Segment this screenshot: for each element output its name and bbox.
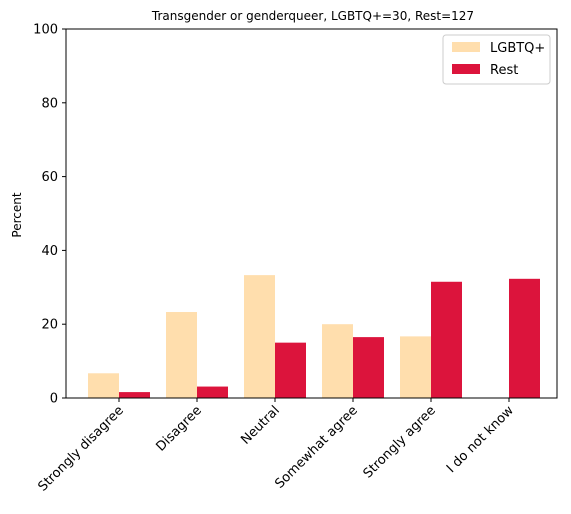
- bar-rest-3: [353, 337, 384, 398]
- bars-group: [88, 275, 540, 398]
- bar-rest-5: [509, 278, 540, 398]
- y-axis-ticks: 0 20 40 60 80 100: [33, 23, 66, 407]
- bar-rest-0: [119, 392, 150, 398]
- bar-lgbtq--3: [322, 324, 353, 398]
- bar-lgbtq--1: [166, 312, 197, 398]
- bar-rest-4: [431, 281, 462, 398]
- bar-lgbtq--2: [244, 275, 275, 398]
- plot-frame: [65, 28, 558, 399]
- bar-lgbtq--0: [88, 373, 119, 398]
- y-axis-label: Percent: [10, 192, 24, 237]
- bar-rest-2: [275, 342, 306, 398]
- legend-swatch: [452, 64, 480, 74]
- legend-label: LGBTQ+: [490, 41, 545, 56]
- y-tick-label: 0: [50, 392, 58, 407]
- legend: LGBTQ+ Rest: [442, 34, 551, 85]
- y-tick-label: 40: [41, 244, 58, 259]
- y-tick-label: 60: [41, 170, 58, 185]
- bar-lgbtq--4: [400, 336, 431, 398]
- chart-title: Transgender or genderqueer, LGBTQ+=30, R…: [151, 9, 474, 23]
- legend-label: Rest: [490, 63, 518, 78]
- y-tick-label: 100: [33, 23, 58, 38]
- y-tick-label: 20: [41, 318, 58, 333]
- bar-rest-1: [197, 386, 228, 398]
- legend-swatch: [452, 42, 480, 52]
- y-tick-label: 80: [41, 96, 58, 111]
